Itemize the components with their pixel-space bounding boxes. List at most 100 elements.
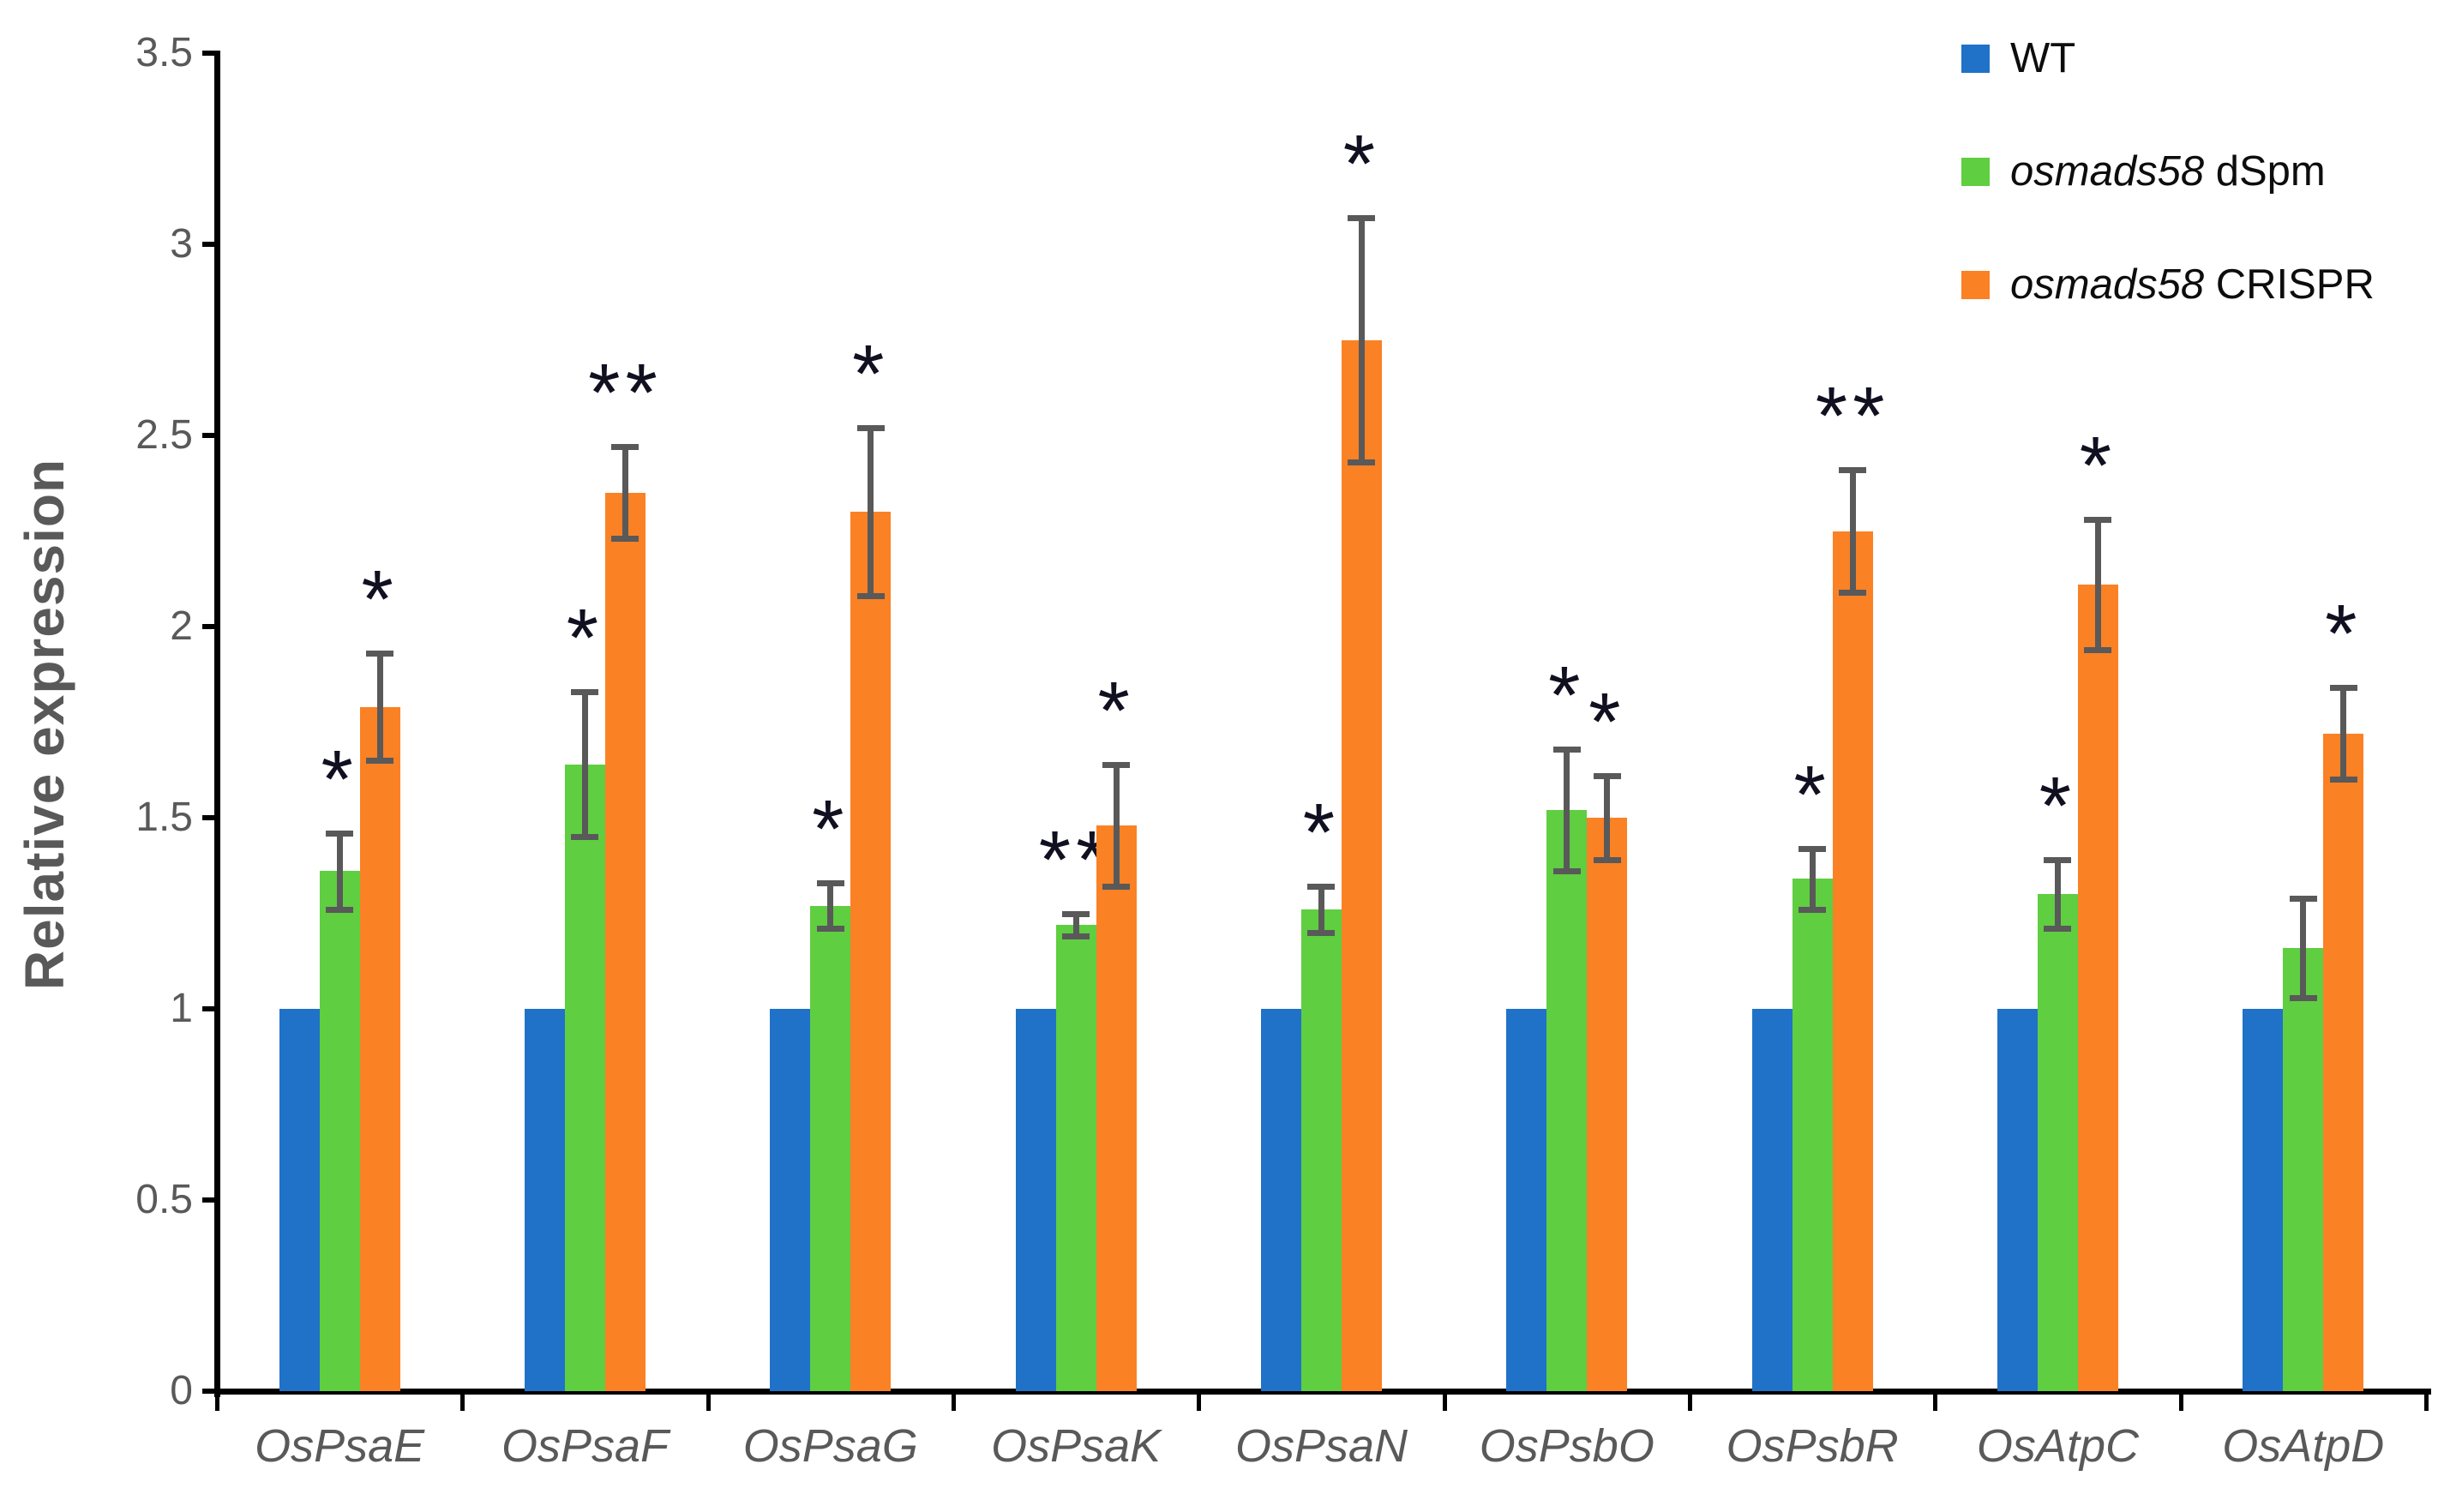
error-bar [2340, 687, 2347, 780]
legend-label: osmads58 CRISPR [2010, 261, 2375, 308]
y-tick-label: 3 [170, 221, 193, 267]
bar [1096, 825, 1137, 1391]
error-bar-cap [2044, 857, 2072, 864]
x-tick-mark [215, 1389, 219, 1411]
error-bar [1564, 748, 1570, 872]
error-bar [1358, 217, 1365, 463]
significance-marker: ** [588, 347, 663, 440]
error-bar-cap [1348, 459, 1376, 466]
error-bar-cap [1552, 868, 1581, 875]
bar [359, 706, 400, 1391]
error-bar-cap [326, 830, 354, 837]
error-bar-cap [611, 444, 640, 451]
bar [1587, 818, 1628, 1391]
x-tick-mark [1442, 1389, 1447, 1411]
error-bar-cap [1552, 746, 1581, 753]
y-tick-mark [202, 624, 218, 629]
bar [1832, 531, 1873, 1391]
x-tick-mark [951, 1389, 956, 1411]
error-bar-cap [2084, 517, 2112, 524]
error-bar [1113, 764, 1120, 887]
error-bar [2300, 897, 2307, 998]
y-tick-mark [202, 815, 218, 820]
y-tick-mark [202, 433, 218, 438]
significance-marker: * [1548, 649, 1586, 741]
y-tick-label: 2 [170, 603, 193, 649]
error-bar-cap [2329, 685, 2357, 692]
error-bar [581, 691, 588, 837]
y-tick-label: 0 [170, 1368, 193, 1413]
legend-label: WT [2010, 35, 2076, 81]
error-bar [827, 882, 834, 929]
y-tick-mark [202, 1006, 218, 1011]
x-tick-label: OsPsaG [742, 1420, 918, 1472]
x-tick-mark [1197, 1389, 1202, 1411]
error-bar [1604, 775, 1611, 861]
x-tick-label: OsAtpC [1976, 1420, 2139, 1472]
x-tick-mark [460, 1389, 465, 1411]
error-bar [1318, 886, 1324, 933]
y-tick-label: 0.5 [135, 1177, 193, 1222]
bar [1506, 1009, 1547, 1391]
y-tick-label: 2.5 [135, 412, 193, 458]
bar [2243, 1009, 2284, 1391]
bar [1015, 1009, 1056, 1391]
error-bar-cap [571, 688, 599, 695]
bar [850, 512, 892, 1391]
bar [279, 1009, 320, 1391]
significance-marker: * [812, 783, 850, 875]
x-tick-mark [2423, 1389, 2429, 1411]
x-tick-label: OsPsaN [1234, 1420, 1408, 1472]
y-axis-line [214, 51, 220, 1397]
significance-marker: * [321, 733, 358, 825]
error-bar-cap [2084, 646, 2112, 653]
bar [1341, 339, 1382, 1391]
x-tick-mark [1933, 1389, 1938, 1411]
error-bar [1809, 848, 1816, 910]
bar [2283, 947, 2324, 1391]
error-bar-cap [571, 834, 599, 841]
significance-marker: * [2079, 420, 2117, 513]
y-tick-mark [202, 1197, 218, 1203]
bar [1260, 1009, 1301, 1391]
x-tick-label: OsPsaK [991, 1420, 1162, 1472]
significance-marker: * [1588, 675, 1626, 768]
x-tick-mark [706, 1389, 711, 1411]
error-bar [376, 653, 383, 761]
bar [524, 1009, 565, 1391]
legend-item: osmads58 dSpm [1961, 144, 2326, 199]
error-bar [868, 428, 874, 597]
y-tick-label: 1.5 [135, 795, 193, 840]
error-bar-cap [326, 907, 354, 914]
error-bar-cap [1307, 929, 1336, 936]
y-tick-label: 1 [170, 986, 193, 1031]
error-bar [622, 447, 628, 539]
error-bar-cap [816, 879, 844, 886]
error-bar [336, 832, 343, 910]
y-tick-label: 3.5 [135, 30, 193, 75]
significance-marker: * [2039, 760, 2077, 853]
bar [2077, 584, 2118, 1391]
error-bar-cap [1307, 884, 1336, 891]
error-bar-cap [856, 425, 885, 432]
x-tick-label: OsPsaE [255, 1420, 425, 1472]
significance-marker: * [852, 328, 890, 421]
significance-marker: * [1793, 748, 1831, 841]
error-bar-cap [2289, 994, 2317, 1001]
x-tick-label: OsPsbO [1479, 1420, 1654, 1472]
error-bar [1072, 913, 1079, 937]
error-bar-cap [2329, 777, 2357, 783]
significance-marker: * [1342, 117, 1381, 210]
error-bar-cap [1798, 907, 1827, 914]
error-bar-cap [1102, 761, 1131, 768]
error-bar [1849, 470, 1856, 592]
error-bar-cap [1062, 910, 1090, 917]
error-bar-cap [611, 536, 640, 543]
legend-swatch [1961, 157, 1990, 186]
error-bar-cap [1839, 589, 1867, 596]
legend-item: osmads58 CRISPR [1961, 257, 2375, 312]
significance-marker: ** [1815, 370, 1890, 463]
x-tick-label: OsPsaF [501, 1420, 670, 1472]
error-bar-cap [1593, 772, 1621, 779]
